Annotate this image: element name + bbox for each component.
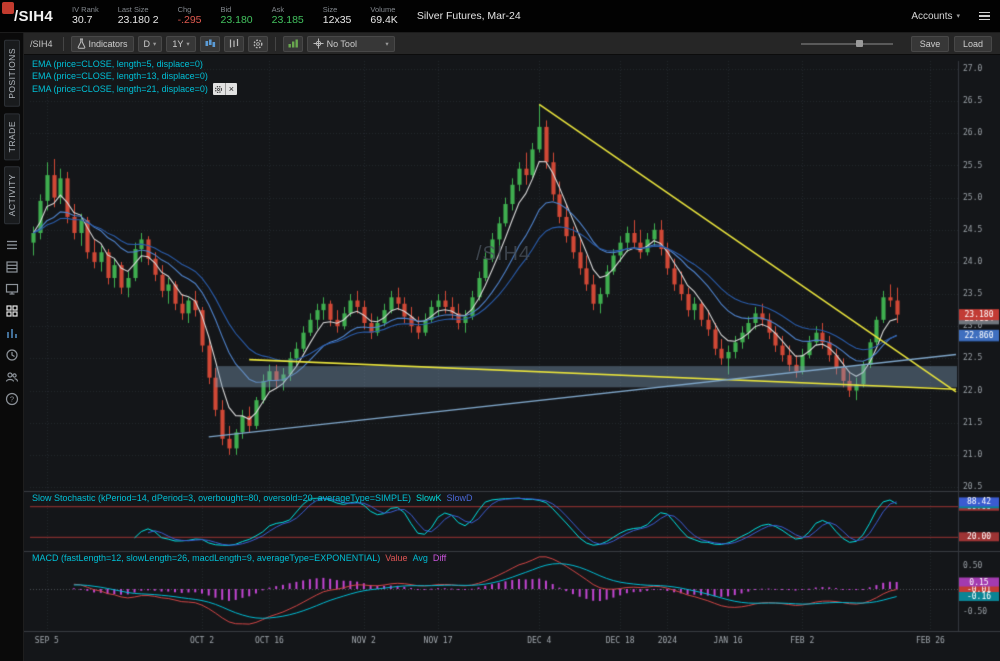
app-icon[interactable] (2, 2, 14, 14)
help-icon[interactable]: ? (4, 391, 20, 406)
chart-canvas[interactable] (24, 55, 1000, 661)
contract-description: Silver Futures, Mar-24 (416, 10, 521, 22)
sidebar-icon-strip: ? (4, 237, 20, 406)
sidebar-tab-trade[interactable]: TRADE (3, 112, 20, 161)
stat-change: Chg -.295 (177, 4, 202, 27)
stat-size: Size 12x35 (322, 4, 352, 27)
study-settings-button[interactable] (213, 83, 225, 95)
pattern-icon (288, 39, 298, 48)
left-sidebar: POSITIONS TRADE ACTIVITY (0, 33, 24, 661)
indicators-button[interactable]: Indicators (70, 35, 134, 52)
monitor-icon[interactable] (4, 281, 20, 296)
header: /SIH4 IV Rank 30.7 Last Size 23.180 2 Ch… (0, 0, 1000, 33)
stat-bid: Bid 23.180 (220, 4, 253, 27)
flask-icon (77, 38, 85, 49)
study-close-button[interactable]: × (224, 83, 237, 95)
sidebar-tab-positions[interactable]: POSITIONS (3, 40, 20, 107)
stat-last-size: Last Size 23.180 2 (117, 4, 159, 27)
chevron-down-icon: ▾ (385, 40, 389, 48)
candle-style-icon (205, 39, 215, 47)
toolbar-symbol: /SIH4 (30, 38, 53, 49)
chart-type-candle-button[interactable] (199, 35, 220, 52)
chart-icon[interactable] (4, 325, 20, 340)
chevron-down-icon: ▾ (186, 40, 190, 48)
study-controls: × (212, 83, 237, 95)
sidebar-tab-activity[interactable]: ACTIVITY (3, 166, 20, 225)
chart-toolbar: /SIH4 Indicators D ▾ 1Y ▾ No Tool (24, 33, 1000, 55)
gear-icon (253, 39, 263, 48)
chevron-down-icon: ▾ (956, 13, 960, 20)
symbol-title: /SIH4 (14, 7, 54, 25)
menu-icon[interactable] (979, 11, 990, 21)
load-button[interactable]: Load (954, 35, 992, 52)
bar-style-icon (229, 39, 238, 48)
range-dropdown[interactable]: 1Y ▾ (166, 35, 196, 52)
crosshair-icon (313, 38, 324, 49)
time-zoom-slider[interactable] (801, 37, 893, 51)
stat-volume: Volume 69.4K (370, 4, 398, 27)
accounts-dropdown[interactable]: Accounts ▾ (911, 10, 960, 22)
grid-icon[interactable] (4, 303, 20, 318)
chart-settings-button[interactable] (247, 35, 268, 52)
save-button[interactable]: Save (911, 35, 949, 52)
community-icon[interactable] (4, 369, 20, 384)
drawing-tool-dropdown[interactable]: No Tool ▾ (306, 35, 395, 52)
stat-ask: Ask 23.185 (271, 4, 304, 27)
stat-iv-rank: IV Rank 30.7 (72, 4, 99, 27)
chevron-down-icon: ▾ (153, 40, 157, 48)
slider-handle[interactable] (856, 40, 864, 47)
svg-text:?: ? (9, 394, 13, 403)
menu-icon[interactable] (4, 237, 20, 252)
chart-style-button[interactable] (223, 35, 244, 52)
clock-icon[interactable] (4, 347, 20, 362)
pattern-button[interactable] (282, 35, 303, 52)
chart-region: /SIH4 EMA (price=CLOSE, length=5, displa… (24, 55, 1000, 661)
aggregation-dropdown[interactable]: D ▾ (137, 35, 163, 52)
watchlist-icon[interactable] (4, 259, 20, 274)
gear-icon (215, 85, 223, 93)
